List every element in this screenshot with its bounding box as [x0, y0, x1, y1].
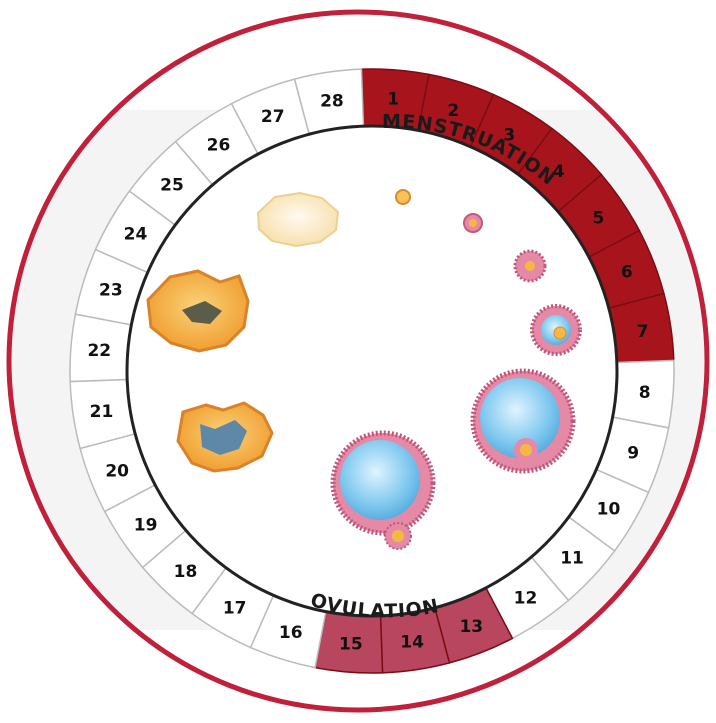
day-label-13: 13	[459, 617, 483, 637]
day-label-3: 3	[503, 125, 515, 145]
day-label-1: 1	[387, 89, 399, 109]
corpus-luteum	[146, 269, 250, 353]
day-label-19: 19	[134, 516, 158, 536]
day-label-23: 23	[99, 281, 123, 301]
follicle-primary	[463, 213, 483, 233]
day-label-17: 17	[223, 599, 247, 619]
day-label-26: 26	[207, 136, 231, 156]
follicle-antral	[470, 368, 576, 474]
day-label-18: 18	[174, 562, 198, 582]
day-label-7: 7	[637, 322, 649, 342]
day-label-4: 4	[553, 162, 565, 182]
day-label-15: 15	[339, 635, 363, 655]
day-label-6: 6	[621, 263, 633, 283]
day-label-5: 5	[592, 208, 604, 228]
day-label-10: 10	[597, 499, 621, 519]
day-label-9: 9	[627, 443, 639, 463]
day-label-11: 11	[560, 549, 584, 569]
follicle-early-antral	[530, 304, 582, 356]
ovulated-egg	[384, 522, 412, 550]
day-label-27: 27	[261, 107, 285, 127]
day-label-20: 20	[105, 461, 129, 481]
follicle-graafian	[330, 430, 436, 536]
day-label-14: 14	[400, 633, 424, 653]
day-label-8: 8	[639, 383, 651, 403]
corpus-albicans	[256, 191, 340, 248]
outer-border	[6, 9, 710, 713]
day-label-22: 22	[87, 341, 111, 361]
day-label-21: 21	[90, 402, 114, 422]
day-label-16: 16	[279, 623, 303, 643]
day-label-28: 28	[320, 91, 344, 111]
day-label-12: 12	[514, 588, 538, 608]
follicle-primordial	[395, 189, 411, 205]
inner-circle	[125, 124, 619, 618]
day-label-24: 24	[124, 225, 148, 245]
corpus-luteum-early	[176, 401, 274, 473]
day-label-25: 25	[160, 175, 184, 195]
day-label-2: 2	[447, 101, 459, 121]
follicle-secondary	[513, 249, 547, 283]
